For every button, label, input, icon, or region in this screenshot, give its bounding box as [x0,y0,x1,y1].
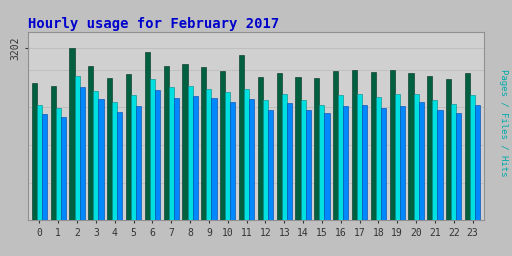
Text: Hourly usage for February 2017: Hourly usage for February 2017 [28,17,280,31]
Bar [56,108,61,220]
Bar [80,87,85,220]
Bar [107,78,112,220]
Bar [427,76,432,220]
Bar [206,89,211,220]
Bar [150,79,155,220]
Bar [263,100,268,220]
Bar [362,105,367,220]
Bar [325,113,330,220]
Bar [51,86,56,220]
Bar [419,102,423,220]
Bar [301,100,306,220]
Bar [456,113,461,220]
Bar [314,78,319,220]
Bar [244,89,249,220]
Bar [117,112,122,220]
Bar [75,76,80,220]
Bar [258,77,263,220]
Bar [93,91,98,220]
Bar [343,106,348,220]
Bar [174,98,179,220]
Bar [338,95,343,220]
Bar [89,66,93,220]
Bar [32,82,37,220]
Bar [470,95,475,220]
Bar [319,105,325,220]
Bar [376,97,381,220]
Bar [70,48,75,220]
Bar [220,71,225,220]
Bar [333,71,338,220]
Bar [268,111,273,220]
Bar [414,94,419,220]
Bar [239,55,244,220]
Bar [201,68,206,220]
Bar [395,94,400,220]
Bar [282,94,287,220]
Bar [432,100,437,220]
Bar [451,103,456,220]
Bar [112,102,117,220]
Bar [446,79,451,220]
Bar [61,117,66,220]
Bar [295,77,301,220]
Bar [145,52,150,220]
Bar [249,99,254,220]
Bar [169,87,174,220]
Bar [230,102,236,220]
Bar [287,103,292,220]
Bar [357,94,362,220]
Bar [409,73,414,220]
Bar [276,73,282,220]
Bar [131,95,136,220]
Text: Pages / Files / Hits: Pages / Files / Hits [499,69,508,177]
Bar [182,64,187,220]
Bar [211,98,217,220]
Bar [164,66,169,220]
Bar [193,96,198,220]
Bar [155,90,160,220]
Bar [381,108,386,220]
Bar [225,92,230,220]
Bar [352,70,357,220]
Bar [371,72,376,220]
Bar [306,111,311,220]
Bar [437,111,442,220]
Bar [475,105,480,220]
Bar [37,104,42,220]
Bar [136,106,141,220]
Bar [390,70,395,220]
Bar [126,74,131,220]
Bar [98,99,103,220]
Bar [187,86,193,220]
Bar [400,106,405,220]
Bar [42,114,47,220]
Bar [465,73,470,220]
